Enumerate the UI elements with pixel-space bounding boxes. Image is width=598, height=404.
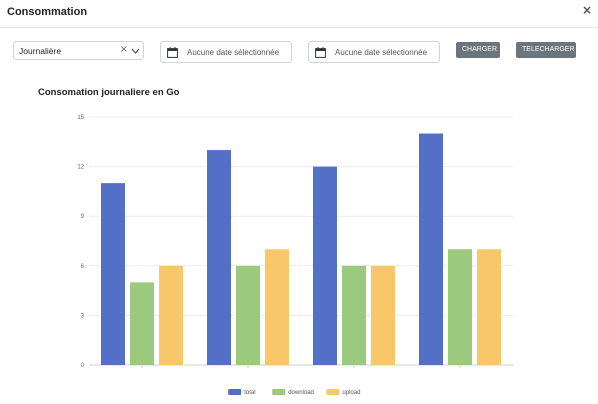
y-tick-label: 0	[81, 363, 85, 369]
bar-download	[342, 265, 366, 365]
clear-icon[interactable]: ×	[119, 44, 128, 55]
period-select-value: Journalière	[19, 46, 62, 56]
telecharger-button[interactable]: TELECHARGER	[516, 42, 576, 58]
y-tick-label: 9	[81, 214, 85, 220]
y-tick-label: 12	[77, 165, 84, 171]
bar-upload	[159, 265, 183, 365]
period-select[interactable]: Journalière ×	[13, 41, 144, 60]
charger-button[interactable]: CHARGER	[456, 42, 500, 58]
calendar-icon	[167, 47, 178, 58]
calendar-icon	[315, 47, 326, 58]
legend-label-total: total	[244, 390, 255, 396]
legend-label-download: download	[288, 390, 314, 396]
end-date-placeholder: Aucune date sélectionnée	[335, 48, 428, 57]
bar-total	[313, 166, 337, 365]
modal-header: Consommation ×	[0, 0, 598, 28]
bar-download	[236, 265, 260, 365]
start-date-field[interactable]: Aucune date sélectionnée	[160, 41, 292, 63]
bar-download	[130, 282, 154, 365]
bar-download	[448, 249, 472, 365]
chart-title: Consomation journaliere en Go	[38, 87, 180, 98]
legend-swatch-total	[228, 389, 242, 395]
modal-title: Consommation	[7, 6, 88, 18]
y-tick-label: 3	[81, 313, 85, 319]
legend-swatch-upload	[326, 389, 340, 395]
chevron-down-icon[interactable]	[131, 47, 140, 55]
close-button[interactable]: ×	[581, 3, 592, 17]
bar-upload	[371, 265, 395, 365]
legend-swatch-download	[272, 389, 286, 395]
bar-upload	[265, 249, 289, 365]
y-tick-label: 6	[81, 264, 85, 270]
bar-total	[101, 183, 125, 365]
bar-upload	[477, 249, 501, 365]
start-date-placeholder: Aucune date sélectionnée	[187, 48, 280, 57]
bar-total	[207, 150, 231, 365]
legend-label-upload: upload	[342, 390, 360, 396]
end-date-field[interactable]: Aucune date sélectionnée	[308, 41, 440, 63]
bar-total	[419, 133, 443, 365]
y-tick-label: 15	[77, 115, 84, 121]
